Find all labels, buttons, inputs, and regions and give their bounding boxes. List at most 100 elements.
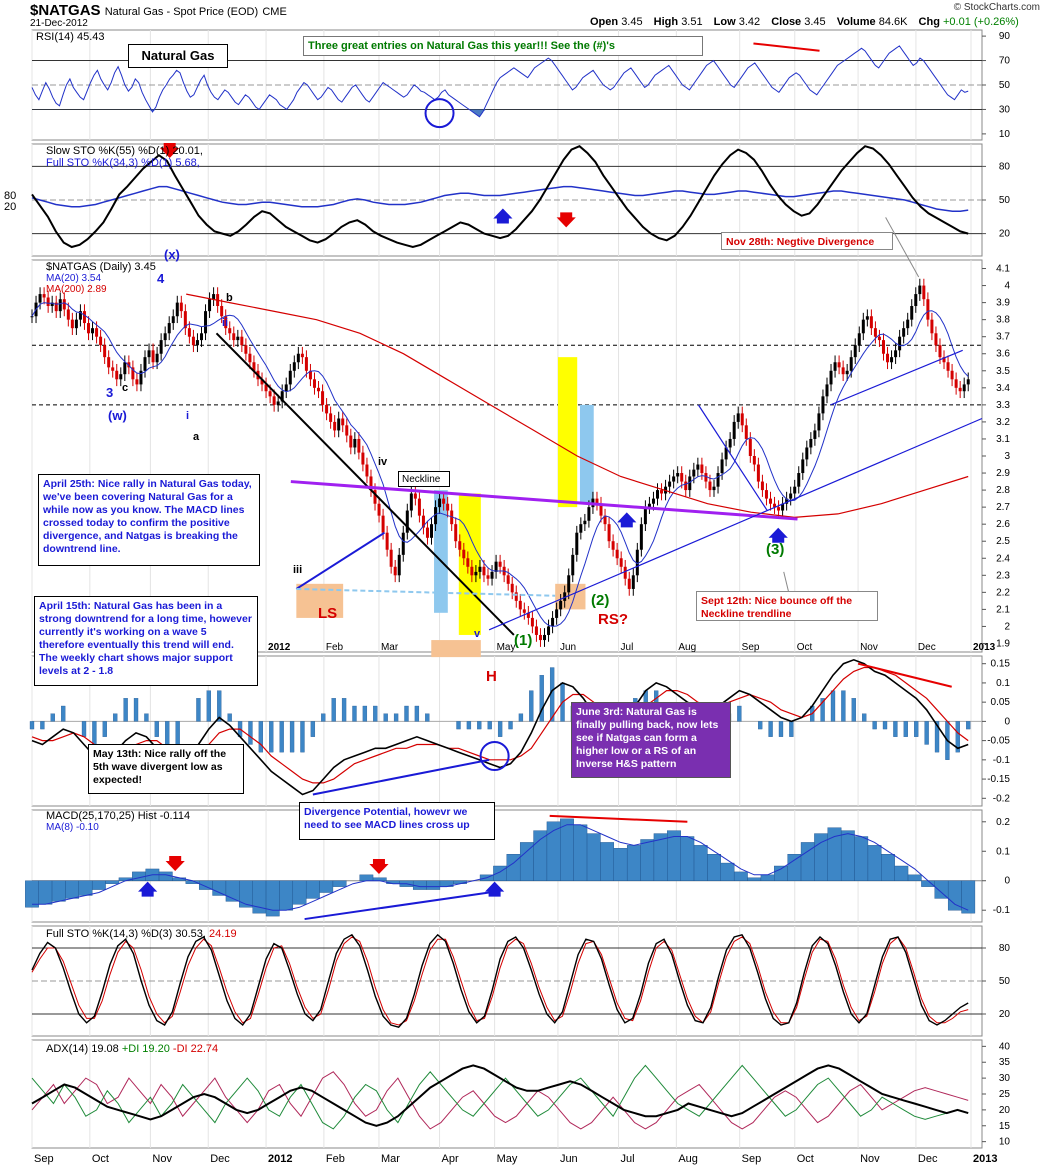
y-tick-label-rsi: 90 — [999, 31, 1011, 42]
elliott-iv: iv — [378, 456, 388, 468]
candle-body — [510, 583, 514, 593]
macd-b-hist-bar — [961, 880, 976, 914]
candle-body — [869, 316, 873, 329]
channel-line — [697, 404, 768, 511]
candle-body — [684, 481, 688, 491]
y-tick-label-rsi: 50 — [999, 80, 1011, 91]
macd-a-hist-bar — [466, 721, 472, 730]
candle-body — [845, 370, 849, 375]
candle-body — [849, 357, 853, 371]
candle-body — [421, 515, 425, 528]
candle-body — [38, 294, 42, 303]
macd-a-neg-divergence — [857, 662, 952, 688]
macd-b-hist-bar — [239, 880, 253, 908]
macd-a-hist-bar — [934, 721, 940, 753]
candle-body — [559, 600, 563, 610]
candle-body — [252, 362, 256, 371]
sep12-note: Sept 12th: Nice bounce off the Neckline … — [696, 591, 878, 621]
macd-b-hist-bar — [573, 824, 588, 881]
x-tick-label: Dec — [918, 1153, 938, 1165]
candle-body — [321, 391, 325, 405]
macd-b-hist-bar — [91, 880, 106, 890]
y-tick-label-full_sto_b: 80 — [999, 943, 1011, 954]
candle-body — [809, 438, 813, 448]
candle-body — [50, 302, 54, 307]
sto-side-80: 80 — [4, 190, 17, 202]
x-tick-label: Feb — [326, 1153, 345, 1165]
macd-b-hist-bar — [78, 880, 93, 896]
macd-b-hist-bar — [693, 845, 708, 881]
ma200-line — [186, 293, 969, 519]
macd-a-hist-bar — [820, 698, 825, 722]
candle-body — [103, 345, 107, 358]
candle-body — [567, 575, 571, 593]
y-tick-label-macd_a: -0.1 — [993, 755, 1011, 766]
macd-b-hist-bar — [787, 854, 802, 881]
y-tick-label-rsi: 30 — [999, 104, 1011, 115]
candle-body — [66, 309, 70, 320]
y-tick-label-price: 2.6 — [996, 519, 1010, 530]
macd-a-hist-bar — [456, 721, 461, 730]
macd-a-hist-bar — [872, 721, 877, 730]
candle-body — [486, 575, 490, 579]
slow-sto-text: Slow STO %K(55) %D(1) 20.01, — [46, 145, 203, 157]
candle-body — [349, 435, 353, 448]
candle-body — [401, 532, 405, 555]
y-tick-label-macd_b: 0.2 — [996, 817, 1010, 828]
candle-body — [857, 333, 861, 346]
macd-b-hist-bar — [359, 874, 374, 881]
candle-body — [393, 566, 397, 576]
candle-body — [183, 311, 187, 329]
candle-body — [543, 634, 547, 641]
price-x-tick-label: Aug — [678, 642, 696, 653]
candle-body — [272, 396, 276, 405]
macd-a-hist-bar — [269, 721, 274, 753]
candle-body — [135, 379, 139, 385]
adx-text: ADX(14) 19.08 — [46, 1043, 119, 1055]
macd-b-hist-bar — [867, 845, 882, 881]
macd-a-hist-bar — [758, 721, 763, 730]
candle-body — [748, 438, 752, 456]
macd-a-hist-bar — [165, 721, 170, 745]
candle-body — [187, 328, 191, 337]
macd-a-hist-bar — [352, 705, 357, 722]
macd-a-hist-bar — [851, 698, 856, 722]
jun3-note: June 3rd: Natural Gas is finally pulling… — [571, 702, 731, 778]
macd-b-hist-bar — [680, 836, 695, 881]
candle-body — [672, 476, 676, 482]
candle-body — [789, 493, 793, 499]
candle-body — [623, 566, 627, 579]
candle-body — [768, 498, 772, 504]
x-tick-label: Jul — [621, 1153, 635, 1165]
close-label: Close — [771, 16, 802, 28]
macd-b-hist-bar — [707, 854, 722, 881]
candle-body — [466, 558, 470, 567]
macd-b-hist-bar — [760, 874, 775, 881]
candle-body — [587, 507, 591, 521]
y-tick-label-adx: 15 — [999, 1121, 1011, 1132]
x-tick-label: Jun — [560, 1153, 578, 1165]
macd-b-hist-bar — [279, 880, 294, 911]
candle-body — [288, 370, 292, 385]
price-x-tick-label: 2012 — [268, 642, 291, 653]
y-tick-label-macd_a: -0.15 — [987, 774, 1010, 785]
y-tick-label-macd_a: 0.15 — [991, 659, 1011, 670]
candle-body — [910, 306, 914, 320]
y-tick-label-adx: 20 — [999, 1105, 1011, 1116]
channel-line-2 — [830, 349, 963, 406]
may13-note: May 13th: Nice rally off the 5th wave di… — [88, 744, 244, 794]
candle-body — [518, 600, 522, 610]
candle-body — [894, 350, 898, 358]
macd-a-circle-marker — [479, 741, 510, 771]
macd-b-hist-bar — [921, 880, 935, 887]
candle-body — [58, 299, 62, 312]
natural-gas-title-box: Natural Gas — [128, 44, 228, 68]
candle-body — [365, 464, 369, 477]
candle-body — [413, 493, 417, 499]
candle-body — [805, 447, 809, 460]
price-x-tick-label: 2013 — [973, 642, 996, 653]
macd-a-hist-bar — [289, 721, 295, 753]
candle-body — [300, 353, 304, 358]
apr25-note: April 25th: Nice rally in Natural Gas to… — [38, 474, 260, 566]
chg-value: +0.01 (+0.26%) — [942, 16, 1019, 28]
